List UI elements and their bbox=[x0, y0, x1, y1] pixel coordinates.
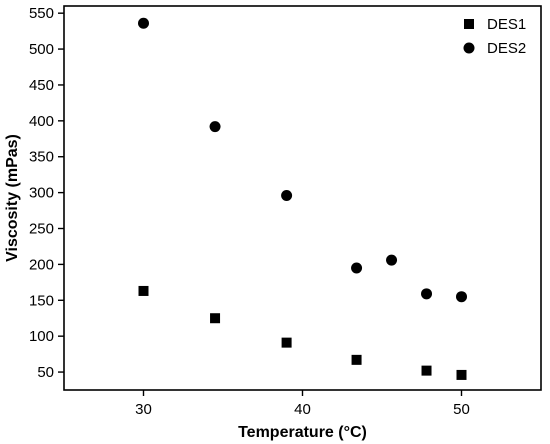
legend-marker-circle bbox=[463, 42, 475, 54]
des1-point bbox=[421, 365, 432, 376]
y-tick-label: 200 bbox=[29, 256, 54, 273]
y-tick-label: 550 bbox=[29, 5, 54, 22]
x-tick-label: 30 bbox=[135, 401, 152, 418]
y-tick-label: 100 bbox=[29, 328, 54, 345]
des2-point bbox=[421, 288, 433, 300]
legend-label: DES1 bbox=[487, 16, 526, 33]
legend-marker-square bbox=[464, 19, 474, 29]
des1-point bbox=[351, 354, 362, 365]
y-tick-label: 450 bbox=[29, 77, 54, 94]
des2-point bbox=[456, 291, 467, 303]
plot-frame bbox=[63, 5, 542, 391]
des2-point bbox=[209, 121, 221, 133]
des2-point bbox=[386, 254, 398, 266]
x-tick-label: 50 bbox=[453, 401, 470, 418]
x-axis-ticks: 30 40 50 bbox=[135, 390, 470, 418]
des1-point bbox=[138, 285, 149, 296]
y-tick-label: 50 bbox=[37, 364, 54, 381]
legend-label: DES2 bbox=[487, 40, 526, 57]
y-axis-title: Viscosity (mPas) bbox=[4, 134, 21, 262]
des1-point bbox=[456, 369, 467, 380]
legend: DES1 DES2 bbox=[463, 16, 526, 57]
y-tick-label: 150 bbox=[29, 292, 54, 309]
y-axis-ticks: 50 100 150 200 250 300 350 400 450 500 550 bbox=[29, 5, 64, 381]
x-axis-title: Temperature (°C) bbox=[238, 424, 367, 441]
y-tick-label: 250 bbox=[29, 221, 54, 238]
des2-point bbox=[138, 17, 149, 29]
y-tick-label: 300 bbox=[29, 185, 54, 202]
des1-point bbox=[210, 313, 221, 324]
des2-point bbox=[281, 189, 293, 201]
data-points bbox=[138, 17, 467, 380]
des1-point bbox=[281, 337, 292, 348]
plot-border bbox=[63, 5, 542, 391]
y-tick-label: 350 bbox=[29, 149, 54, 166]
y-tick-label: 400 bbox=[29, 113, 54, 130]
des2-point bbox=[351, 262, 363, 274]
x-tick-label: 40 bbox=[294, 401, 311, 418]
y-tick-label: 500 bbox=[29, 41, 54, 58]
